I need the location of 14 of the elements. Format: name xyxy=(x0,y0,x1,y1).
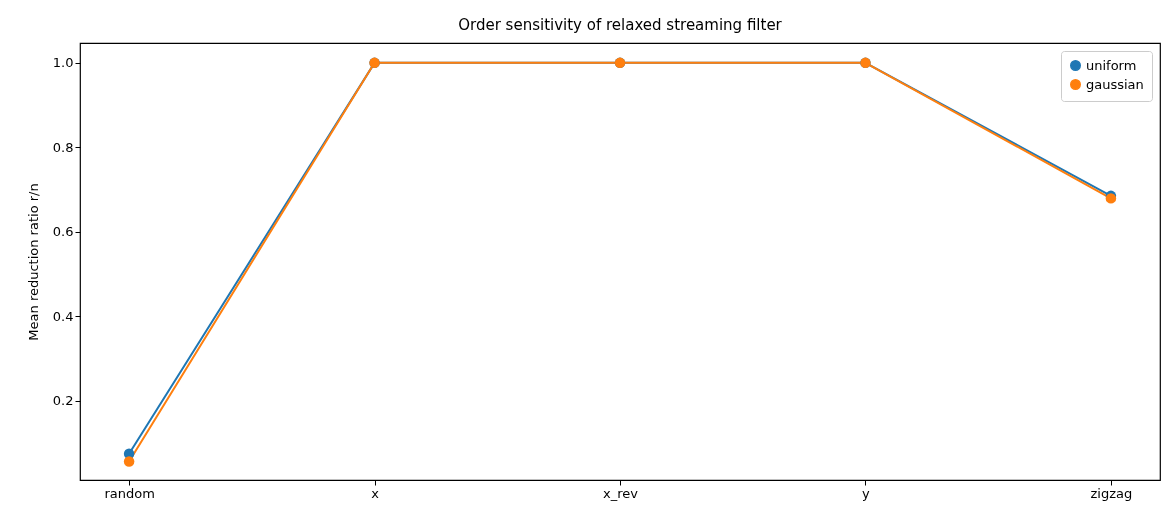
chart-title: Order sensitivity of relaxed streaming filter xyxy=(458,16,783,34)
x-tick-label: zigzag xyxy=(1090,485,1133,501)
y-axis-title: Mean reduction ratio r/n xyxy=(25,183,41,341)
x-tick-label: random xyxy=(104,485,155,501)
y-tick-label: 0.4 xyxy=(52,308,74,324)
y-tick-label: 0.2 xyxy=(52,393,74,409)
legend-label: gaussian xyxy=(1086,76,1144,92)
y-tick-label: 1.0 xyxy=(52,55,74,71)
y-tick-label: 0.6 xyxy=(52,224,74,240)
x-tick-label: x xyxy=(371,485,380,501)
y-tick-label: 0.8 xyxy=(52,139,74,155)
legend-label: uniform xyxy=(1086,57,1137,73)
x-tick-label: x_rev xyxy=(603,485,639,501)
x-tick-label: y xyxy=(862,485,871,501)
